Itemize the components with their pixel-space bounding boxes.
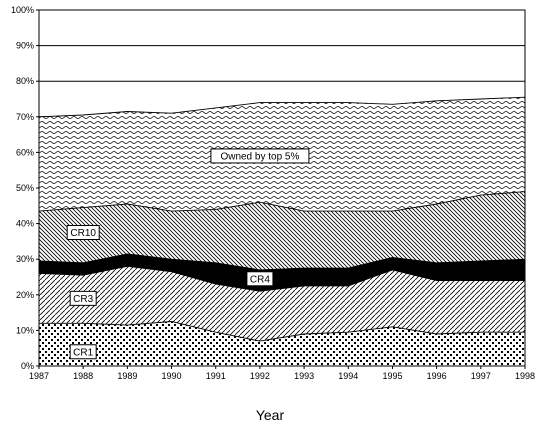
x-axis-title: Year [256,407,285,423]
series-boundary [38,265,525,292]
y-tick-label: 0% [21,361,34,371]
x-tick-label: 1989 [117,371,137,381]
y-tick-label: 10% [16,325,34,335]
series-boundary [38,253,526,271]
area-band-1 [39,266,525,342]
series-label-text: CR4 [250,274,270,285]
x-tick-label: 1993 [294,371,314,381]
area-cr10 [39,191,525,270]
y-tick-label: 30% [16,254,34,264]
x-tick-label: 1995 [382,371,402,381]
series-label-box [69,344,97,360]
x-tick-label: 1998 [515,371,535,381]
series-boundary [38,96,526,118]
area-cr4 [39,253,525,292]
x-tick-label: 1997 [471,371,491,381]
x-tick-label: 1990 [162,371,182,381]
series-boundary [39,321,525,342]
series-label: CR1 [69,344,97,360]
series-label-text: CR10 [70,228,96,239]
y-tick-label: 60% [16,147,34,157]
y-tick-label: 90% [16,41,34,51]
y-tick-label: 100% [11,5,34,15]
y-tick-label: 50% [16,183,34,193]
series-boundary [38,191,526,212]
series-label-text: CR3 [73,294,93,305]
series-label-text: Owned by top 5% [220,151,299,162]
series-label-box [69,290,97,306]
x-tick-label: 1988 [73,371,93,381]
series-label-box [210,148,310,164]
y-tick-label: 20% [16,290,34,300]
x-tick-label: 1987 [29,371,49,381]
x-tick-label: 1991 [206,371,226,381]
series-label: CR10 [66,225,100,240]
series-label-box [66,225,100,240]
area-cr1 [39,321,525,366]
y-tick-label: 80% [16,76,34,86]
series-label-box [246,271,274,287]
x-tick-label: 1992 [250,371,270,381]
series-label: CR3 [69,290,97,306]
x-tick-label: 1996 [427,371,447,381]
y-tick-label: 70% [16,112,34,122]
x-tick-label: 1994 [338,371,358,381]
series-label: Owned by top 5% [210,148,310,164]
y-tick-label: 40% [16,219,34,229]
series-label-text: CR1 [73,347,93,358]
series-label: CR4 [246,271,274,287]
